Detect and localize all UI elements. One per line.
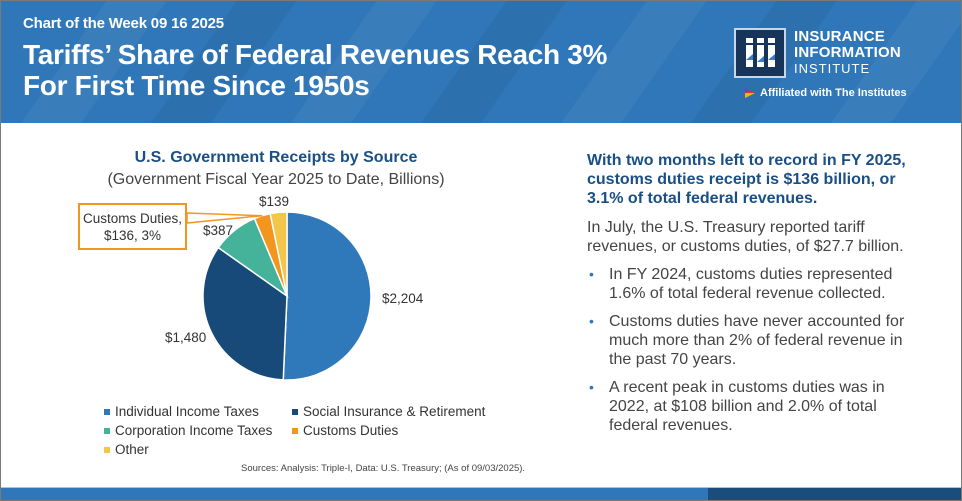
brand-name: INSURANCE INFORMATION INSTITUTE (794, 29, 901, 77)
callout-line-2: $136, 3% (103, 228, 162, 243)
bullet-item: • In FY 2024, customs duties represented … (587, 265, 927, 303)
bullet-text: A recent peak in customs duties was in 2… (609, 379, 885, 434)
data-label-individual: $2,204 (382, 291, 424, 306)
footer-bar (1, 487, 961, 500)
brand-line-3: INSTITUTE (794, 61, 871, 76)
legend-label: Social Insurance & Retirement (303, 404, 486, 419)
callout-line-1: Customs Duties, (82, 211, 183, 226)
legend-swatch (104, 427, 110, 434)
chart-subtitle: (Government Fiscal Year 2025 to Date, Bi… (107, 171, 445, 188)
customs-duties-callout: Customs Duties, $136, 3% (78, 203, 187, 250)
legend-item: Customs Duties (292, 423, 398, 438)
iii-glyph-icon (746, 38, 775, 67)
summary-panel: With two months left to record in FY 202… (587, 151, 927, 444)
bullet-text: In FY 2024, customs duties represented 1… (609, 266, 893, 302)
slice-individual-income (282, 211, 372, 381)
source-note: Sources: Analysis: Triple-I, Data: U.S. … (241, 463, 526, 474)
slice-other (269, 211, 288, 297)
bullet-icon: • (589, 379, 594, 395)
legend-label: Other (115, 442, 149, 457)
chart-title: U.S. Government Receipts by Source (134, 149, 418, 166)
legend-label: Individual Income Taxes (115, 404, 259, 419)
bullet-icon: • (589, 266, 594, 282)
bullet-icon: • (589, 313, 594, 329)
bullet-item: • A recent peak in customs duties was in … (587, 378, 927, 435)
legend-swatch (292, 408, 298, 415)
kicker: Chart of the Week 09 16 2025 (23, 15, 224, 32)
legend-item: Social Insurance & Retirement (292, 404, 485, 419)
legend-label: Corporation Income Taxes (115, 423, 273, 438)
legend-item: Corporation Income Taxes (104, 423, 272, 438)
data-label-social: $1,480 (165, 330, 207, 345)
data-label-corporation: $387 (203, 223, 234, 238)
footer-accent (708, 488, 961, 500)
legend-item: Other (104, 442, 149, 457)
affiliation-text: Affiliated with The Institutes (760, 87, 907, 99)
brand-line-1: INSURANCE (794, 28, 885, 45)
legend-swatch (292, 427, 298, 434)
data-label-other: $139 (259, 194, 290, 209)
summary-paragraph: In July, the U.S. Treasury reported tari… (587, 219, 904, 255)
bullet-text: Customs duties have never accounted for … (609, 313, 905, 368)
brand-line-2: INFORMATION (794, 44, 901, 61)
legend-swatch (104, 446, 110, 453)
summary-lead: With two months left to record in FY 202… (587, 152, 906, 207)
iii-logo-icon (734, 28, 786, 78)
title-line-1: Tariffs’ Share of Federal Revenues Reach… (23, 39, 608, 70)
title-line-2: For First Time Since 1950s (23, 70, 370, 101)
callout-leader-line (186, 212, 263, 224)
header-banner: Chart of the Week 09 16 2025 Tariffs’ Sh… (1, 1, 961, 123)
affiliation: Affiliated with The Institutes (745, 87, 907, 99)
bullet-item: • Customs duties have never accounted for… (587, 312, 927, 369)
legend-item: Individual Income Taxes (104, 404, 259, 419)
legend-swatch (104, 408, 110, 415)
slice-social-insurance (202, 246, 288, 381)
summary-bullets: • In FY 2024, customs duties represented … (587, 265, 927, 435)
page-title: Tariffs’ Share of Federal Revenues Reach… (23, 39, 607, 101)
institutes-arrow-icon (745, 88, 755, 98)
legend-label: Customs Duties (303, 423, 399, 438)
